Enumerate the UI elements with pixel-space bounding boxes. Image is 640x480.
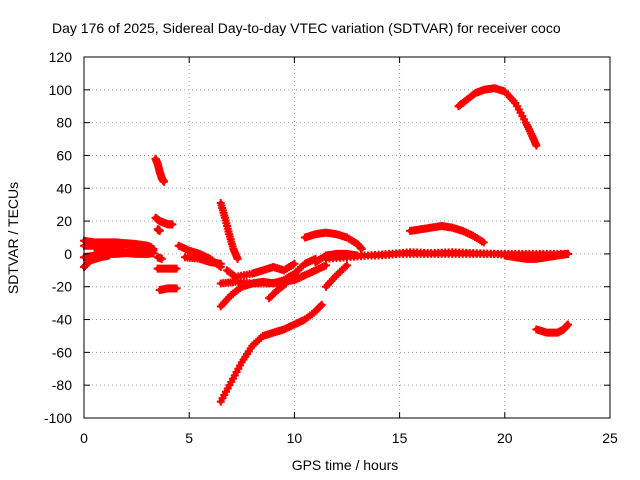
axis-ticks — [83, 56, 611, 419]
data-point-marker — [168, 220, 177, 229]
data-point-marker — [281, 279, 290, 288]
data-point-marker — [280, 280, 289, 289]
x-tick-label: 25 — [602, 430, 618, 446]
data-series-s3 — [80, 251, 114, 272]
x-axis-label: GPS time / hours — [292, 457, 399, 473]
data-series-s17 — [216, 261, 330, 288]
data-point-marker — [155, 226, 164, 235]
plot-frame — [83, 56, 611, 419]
grid-lines — [84, 57, 610, 418]
data-series-s13 — [180, 253, 225, 268]
y-axis-label: SDTVAR / TECUs — [5, 182, 21, 294]
data-series-s28 — [532, 320, 572, 337]
data-series-s19 — [265, 279, 290, 303]
y-tick-label: -60 — [52, 344, 72, 360]
data-series-s7 — [151, 213, 177, 229]
data-series-s5 — [80, 236, 156, 252]
y-tick-label: -20 — [52, 279, 72, 295]
y-tick-label: 0 — [64, 246, 72, 262]
data-point-marker — [172, 284, 181, 293]
tick-labels: 0 5 10 15 20 25 -100 -80 -60 -40 -20 0 20 40 60 80 100 12… — [44, 49, 618, 446]
y-tick-label: 100 — [49, 82, 73, 98]
x-tick-label: 5 — [185, 430, 193, 446]
data-point-marker — [316, 301, 325, 310]
y-tick-label: 40 — [56, 180, 72, 196]
data-point-marker — [147, 243, 156, 252]
x-tick-label: 0 — [80, 430, 88, 446]
y-tick-label: 80 — [56, 115, 72, 131]
y-tick-label: 120 — [49, 49, 73, 65]
data-point-marker — [172, 264, 181, 273]
data-point-marker — [563, 320, 572, 329]
data-series-s18 — [216, 300, 326, 406]
data-series-s22 — [300, 228, 366, 253]
y-tick-label: -100 — [44, 410, 72, 426]
series-layer — [80, 84, 572, 406]
chart-title: Day 176 of 2025, Sidereal Day-to-day VTE… — [52, 20, 561, 36]
data-series-s26 — [454, 84, 541, 150]
data-series-s27 — [500, 249, 572, 263]
data-series-s21 — [321, 261, 351, 291]
data-point-marker — [563, 249, 572, 258]
data-point-marker — [479, 238, 488, 247]
data-point-marker — [233, 254, 242, 263]
data-series-s15 — [223, 259, 299, 281]
y-tick-label: -80 — [52, 377, 72, 393]
y-tick-label: 60 — [56, 147, 72, 163]
data-point-marker — [532, 141, 541, 150]
data-series-s9 — [153, 264, 181, 273]
data-point-marker — [343, 261, 351, 270]
data-point-marker — [317, 300, 326, 309]
x-tick-label: 15 — [392, 430, 408, 446]
y-tick-label: -40 — [52, 312, 72, 328]
data-series-s25 — [406, 222, 488, 247]
data-point-marker — [159, 177, 168, 186]
data-series-s6 — [151, 154, 168, 186]
data-series-s14 — [216, 199, 242, 263]
data-series-s8 — [153, 225, 164, 235]
data-series-s11 — [153, 253, 166, 263]
data-point-marker — [157, 254, 166, 263]
x-tick-label: 10 — [287, 430, 303, 446]
data-point-marker — [216, 259, 225, 268]
data-series-s10 — [155, 284, 181, 295]
y-tick-label: 20 — [56, 213, 72, 229]
x-tick-label: 20 — [497, 430, 513, 446]
data-point-marker — [290, 259, 299, 268]
